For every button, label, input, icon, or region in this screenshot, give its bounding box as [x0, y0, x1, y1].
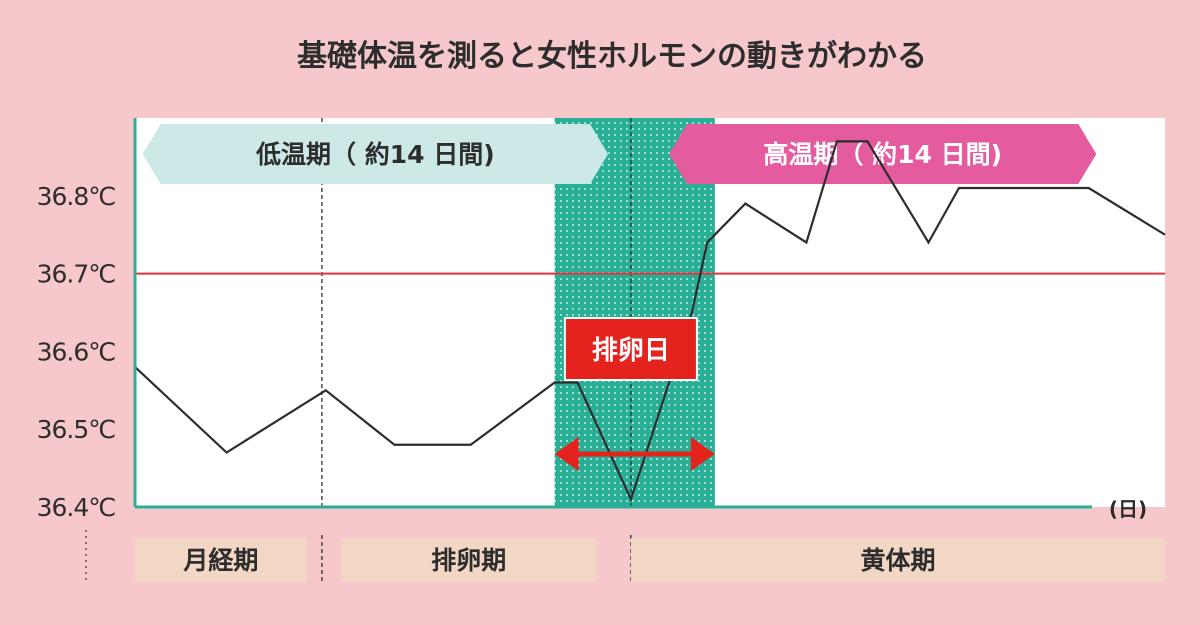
ovulation-day-box [563, 317, 698, 381]
high-temp-band-shape [669, 124, 1097, 184]
y-tick-label: 36.7℃ [37, 260, 116, 289]
high-temp-band-label: 高温期（ 約14 日間) [763, 140, 1002, 169]
phase-label-3: 黄体期 [860, 546, 935, 575]
phase-label-2: 排卵期 [431, 546, 506, 575]
temperature-line [134, 140, 1166, 503]
y-tick-label: 36.5℃ [37, 415, 116, 444]
ovulation-arrow-left-head [554, 437, 579, 471]
ovulation-arrow-right-head [690, 437, 715, 471]
phase-box-3 [630, 538, 1165, 582]
y-tick-label: 36.4℃ [37, 493, 116, 522]
y-tick-label: 36.6℃ [37, 337, 116, 366]
x-axis-unit-label: (日) [1109, 497, 1147, 521]
phase-box-2 [341, 538, 597, 582]
phase-box-1 [135, 538, 307, 582]
chart-title: 基礎体温を測ると女性ホルモンの動きがわかる [297, 39, 927, 74]
low-temp-band-shape [142, 124, 609, 184]
y-tick-label: 36.8℃ [37, 182, 116, 211]
phase-label-1: 月経期 [182, 546, 258, 575]
low-temp-band-label: 低温期（ 約14 日間) [255, 140, 495, 169]
ovulation-day-label: 排卵日 [592, 336, 670, 366]
